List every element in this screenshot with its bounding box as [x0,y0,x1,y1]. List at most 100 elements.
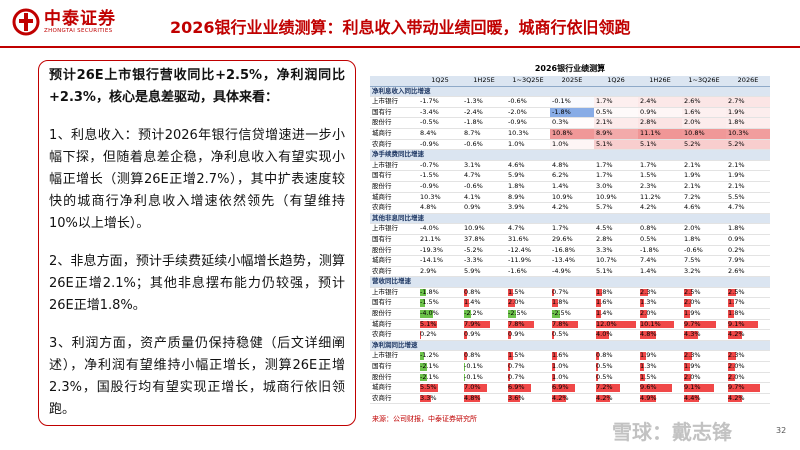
cell-value: 1.8% [728,224,745,233]
table-cell: 1.9% [682,361,726,373]
data-bar [596,394,610,403]
table-cell: 1.9% [682,308,726,320]
table-cell: 1.5% [506,287,550,299]
data-row: 上市银行 -0.7% 3.1% 4.6% 4.8% 1.7% 1.7% 2.1% 2.1% [370,160,770,172]
table-cell: 2.0% [638,308,682,320]
data-bar [728,394,742,403]
cell-value: 2.5% [728,287,745,296]
data-bar [684,384,715,392]
cell-value: 31.6% [508,234,529,243]
cell-value: 2.5% [684,287,701,296]
row-label: 上市银行 [370,350,418,363]
table-cell: 7.2% [682,192,726,204]
cell-value: 2.1% [728,160,745,169]
row-label: 国有行 [370,297,418,310]
table-cell: 3.1% [462,160,506,172]
cell-value: 7.2% [596,383,613,392]
cell-value: 2.3% [640,287,657,296]
table-cell: -1.2% [418,350,462,363]
cell-value: -1.8% [640,245,659,254]
table-cell: -1.8% [462,117,506,129]
table-cell: -11.9% [506,255,550,267]
cell-value: 2.9% [420,266,437,275]
row-label: 城商行 [370,255,418,267]
cell-value: -0.9% [420,181,439,190]
table-cell: 1.8% [726,117,770,129]
cell-value: 5.1% [420,319,437,328]
table-cell: 10.3% [418,192,462,204]
cell-value: 1.5% [640,372,657,381]
header-cell: 2025E [550,76,594,87]
table-cell: 9.7% [682,319,726,331]
table-cell: 21.1% [418,234,462,246]
header-cell: 2026E [726,76,770,87]
data-bar [464,288,467,297]
cell-value: -0.9% [420,139,439,148]
table-cell: 1.9% [638,350,682,363]
cell-value: 1.0% [552,372,569,381]
cell-value: 5.9% [464,266,481,275]
cell-value: -2.5% [508,309,527,318]
data-row: 股份行 -0.5% -1.8% -0.9% 0.3% 2.1% 2.8% 2.0% 1.8% [370,117,770,129]
table-cell: 4.8% [462,393,506,405]
table-cell: 2.5% [682,287,726,299]
cell-value: 4.7% [464,171,481,180]
table-cell: 5.9% [506,170,550,182]
data-row: 国有行 -1.5% 1.4% 2.0% 1.8% 1.6% 1.3% 2.0% 1.7% [370,297,770,310]
data-bar [684,288,693,297]
cell-value: 9.7% [728,383,745,392]
row-label: 股份行 [370,117,418,129]
cell-value: 1.8% [728,309,745,318]
data-bar [464,299,469,308]
cell-value: 1.9% [684,362,701,371]
row-label: 上市银行 [370,223,418,235]
data-bar [508,320,534,329]
table-cell: -4.0% [418,308,462,320]
page-number: 32 [776,426,787,435]
table-cell: 1.4% [462,297,506,310]
data-bar [508,384,531,392]
data-bar [728,320,759,329]
cell-value: 7.9% [464,319,481,328]
table-cell: 1.7% [550,223,594,235]
data-bar [464,394,480,403]
table-cell: -4.9% [550,266,594,278]
cell-value: 1.4% [464,298,481,307]
cell-value: 0.5% [640,234,657,243]
table-cell: 5.1% [418,319,462,331]
table-cell: 1.5% [638,170,682,182]
data-bar [508,352,513,361]
table-cell: 5.9% [462,266,506,278]
data-row: 上市银行 -1.7% -1.3% -0.6% -0.1% 1.7% 2.4% 2.6% 2.7% [370,96,770,108]
cell-value: 4.9% [640,393,657,402]
table-cell: 2.1% [682,181,726,193]
cell-value: 10.7% [596,256,617,265]
table-cell: 4.2% [550,202,594,214]
data-bar [420,320,437,329]
data-row: 股份行 -19.3% -5.2% -12.4% -16.8% 3.3% -1.8% -0.6%… [370,245,770,257]
table-cell: 8.7% [462,128,506,140]
cell-value: 3.1% [464,160,481,169]
table-cell: 2.0% [682,372,726,384]
cell-value: 2.7% [728,97,745,106]
summary-box: 预计26E上市银行营收同比+2.5%，净利润同比+2.3%，核心是息差驱动，具体… [38,60,356,426]
table-cell: 0.9% [638,107,682,119]
cell-value: 1.6% [596,298,613,307]
cell-value: 0.7% [508,362,525,371]
data-bar [552,363,556,371]
table-cell: 12.0% [594,319,638,331]
row-label: 上市银行 [370,160,418,172]
data-bar [464,310,472,318]
table-cell: 0.9% [462,202,506,214]
data-row: 股份行 -2.1% -0.1% 0.7% 1.0% 0.5% 1.5% 2.0% 2.0% [370,372,770,384]
table-cell: 1.3% [638,297,682,310]
cell-value: 0.2% [728,245,745,254]
cell-value: 2.3% [728,351,745,360]
data-row: 城商行 -14.1% -3.3% -11.9% -13.4% 10.7% 7.4% 7.5% 7… [370,255,770,267]
table-cell: 11.2% [638,192,682,204]
cell-value: 4.2% [596,393,613,402]
table-cell: 4.8% [418,202,462,214]
data-bar [596,373,598,382]
cell-value: 7.4% [640,256,657,265]
data-row: 农商行 4.8% 0.9% 3.9% 4.2% 5.7% 4.2% 4.6% 4.7% [370,202,770,214]
